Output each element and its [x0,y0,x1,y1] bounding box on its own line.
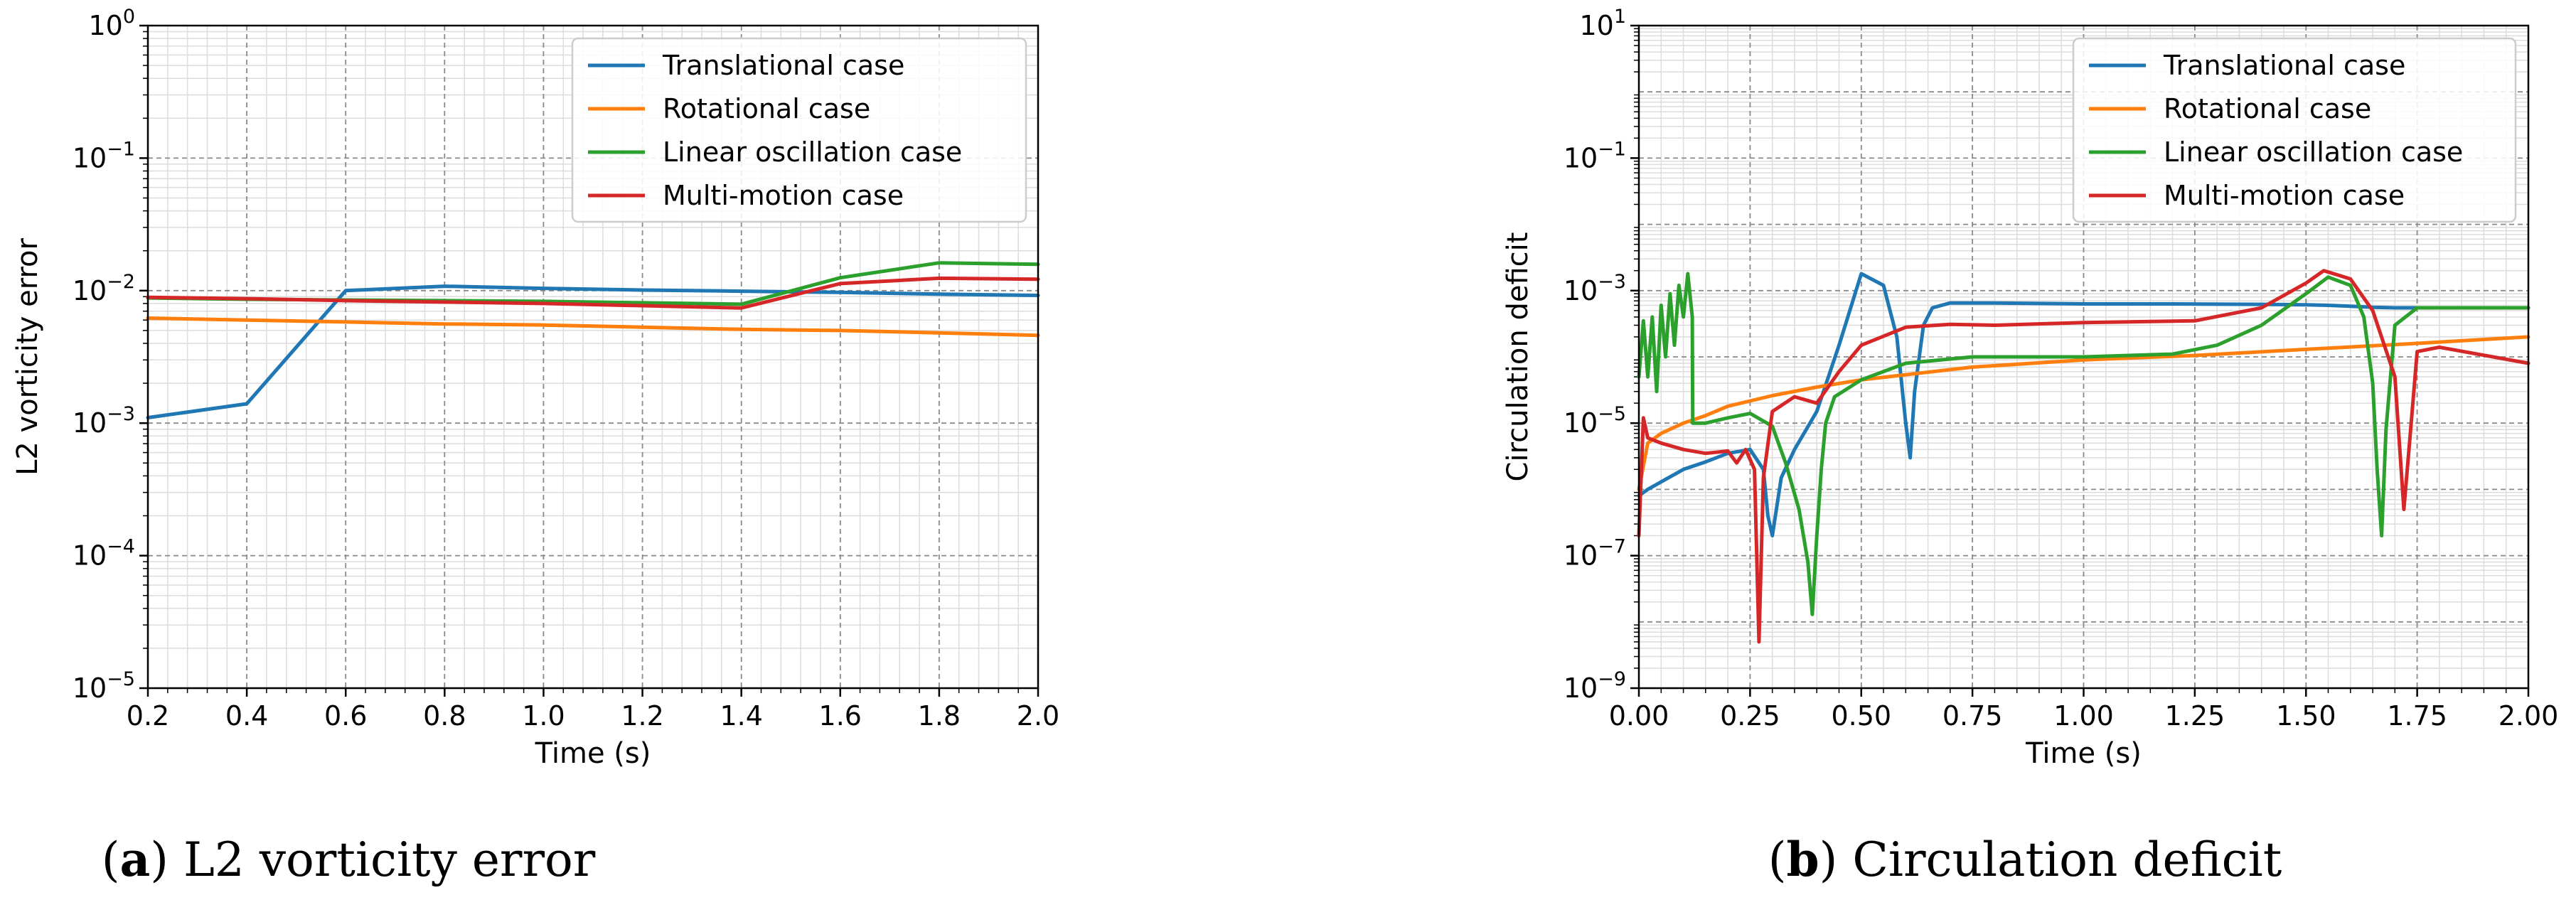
x-tick-label: 1.75 [2387,700,2447,732]
y-tick-label: 100 [88,6,135,41]
axes-frame [146,24,1040,690]
caption-b-close: ) [1819,832,1853,887]
legend-label: Linear oscillation case [663,136,962,168]
x-tick-label: 2.00 [2498,700,2559,732]
caption-a-open: ( [102,832,120,887]
legend: Translational case Rotational case Linear … [571,37,1027,223]
x-tick-label: 2.0 [1017,700,1059,732]
y-tick-label: 10−1 [73,138,135,173]
x-tick-label: 0.00 [1609,700,1669,732]
caption-a-text: L2 vorticity error [183,832,596,887]
legend-label: Rotational case [2164,93,2371,124]
legend-box [2072,37,2517,223]
x-tick-label: 1.0 [522,700,565,732]
panel-a-vorticity-error: 0.2 0.4 0.6 0.8 1.0 1.2 1.4 1.6 1.8 2.0 10−5 10−4 10… [11,6,1059,770]
x-tick-label: 1.6 [819,700,862,732]
caption-b-text: Circulation deficit [1852,832,2282,887]
caption-a: (a) L2 vorticity error [102,832,596,887]
x-tick-label: 0.6 [324,700,367,732]
svg-text:(b) Circulation deficit: (b) Circulation deficit [1768,832,2282,887]
series-line-multi [146,276,1040,310]
legend-label: Multi-motion case [2164,180,2405,211]
x-tick-label: 0.4 [225,700,268,732]
y-tick-label: 10−1 [1564,138,1626,173]
x-tick-label: 1.00 [2053,700,2114,732]
y-tick-label: 10−5 [1564,403,1626,439]
y-tick-label: 10−3 [1564,271,1626,306]
legend-label: Rotational case [663,93,870,124]
y-axis-label: L2 vorticity error [11,238,44,476]
y-axis-label: Circulation deficit [1502,232,1534,482]
panel-b-circulation-deficit: 0.00 0.25 0.50 0.75 1.00 1.25 1.50 1.75 2.00 10−9… [1502,6,2558,770]
caption-a-label: a [119,832,150,887]
x-tick-label: 1.2 [621,700,663,732]
caption-b-open: ( [1768,832,1787,887]
x-tick-label: 0.25 [1720,700,1780,732]
y-tick-label: 101 [1579,6,1626,41]
series-line-translational [146,284,1040,419]
legend-label: Linear oscillation case [2164,136,2463,168]
x-tick-label: 1.8 [918,700,961,732]
legend-label: Translational case [2163,50,2405,81]
y-tick-label: 10−5 [73,668,135,704]
legend-label: Multi-motion case [663,180,904,211]
y-tick-label: 10−3 [73,403,135,439]
svg-text:(a) L2 vorticity error: (a) L2 vorticity error [102,832,596,887]
x-tick-label: 1.4 [720,700,762,732]
legend-label: Translational case [662,50,904,81]
x-tick-label: 0.50 [1831,700,1891,732]
legend: Translational case Rotational case Linear … [2072,37,2517,223]
series-line-translational [1637,272,2530,537]
x-axis-label: Time (s) [2025,737,2142,770]
y-tick-label: 10−9 [1564,668,1626,704]
x-tick-label: 0.8 [423,700,466,732]
x-axis-label: Time (s) [535,737,651,770]
x-tick-label: 0.2 [127,700,169,732]
x-tick-label: 0.75 [1942,700,2003,732]
series-line-rotational [146,316,1040,338]
x-tick-label: 1.50 [2276,700,2336,732]
caption-b: (b) Circulation deficit [1768,832,2282,887]
x-tick-label: 1.25 [2165,700,2225,732]
legend-box [571,37,1027,223]
caption-a-close: ) [150,832,183,887]
y-tick-label: 10−2 [73,271,135,306]
series-line-linear [1637,272,2530,616]
y-tick-label: 10−4 [73,536,135,572]
y-tick-label: 10−7 [1564,536,1626,572]
caption-b-label: b [1786,832,1819,887]
